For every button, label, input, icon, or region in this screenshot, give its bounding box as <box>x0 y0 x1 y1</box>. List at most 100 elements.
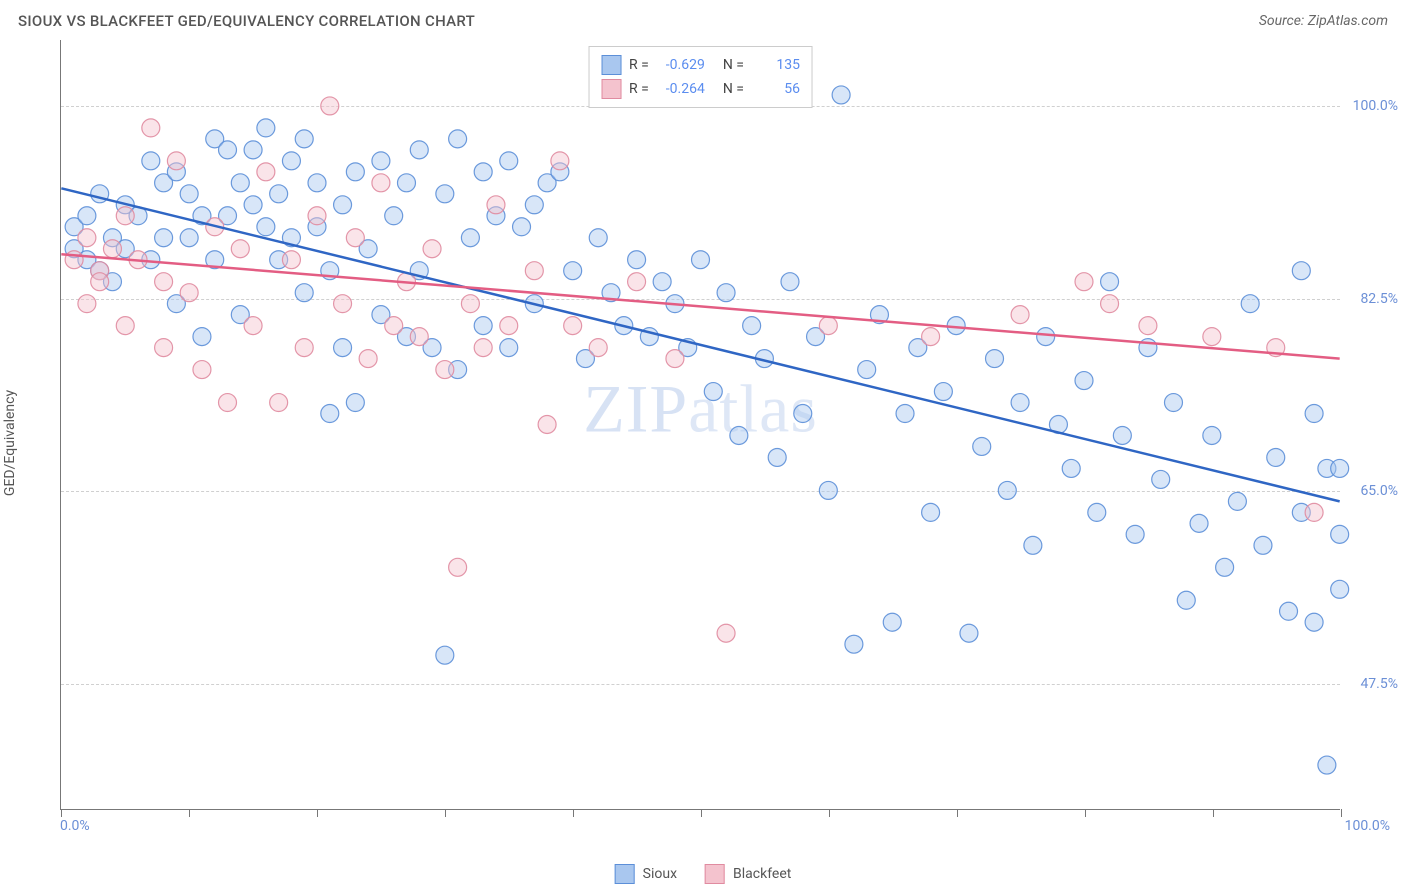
regression-legend: R = -0.629 N = 135 R = -0.264 N = 56 <box>588 46 813 108</box>
scatter-point <box>1203 328 1221 346</box>
scatter-point <box>372 174 390 192</box>
scatter-point <box>1190 514 1208 532</box>
scatter-point <box>896 405 914 423</box>
scatter-point <box>1254 536 1272 554</box>
scatter-point <box>219 141 237 159</box>
scatter-point <box>653 273 671 291</box>
scatter-point <box>1280 602 1298 620</box>
scatter-point <box>129 251 147 269</box>
plot-area: ZIPatlas R = -0.629 N = 135 R = -0.264 N… <box>60 40 1340 810</box>
scatter-point <box>692 251 710 269</box>
x-tick <box>1213 809 1214 817</box>
scatter-point <box>219 207 237 225</box>
y-tick-label: 47.5% <box>1360 676 1398 692</box>
scatter-point <box>423 339 441 357</box>
scatter-point <box>155 174 173 192</box>
x-tick <box>1085 809 1086 817</box>
scatter-point <box>1011 394 1029 412</box>
scatter-point <box>436 646 454 664</box>
scatter-point <box>65 251 83 269</box>
scatter-point <box>461 295 479 313</box>
scatter-point <box>461 229 479 247</box>
scatter-point <box>883 613 901 631</box>
scatter-point <box>244 317 262 335</box>
regression-line <box>61 188 1339 501</box>
scatter-point <box>640 328 658 346</box>
scatter-point <box>755 350 773 368</box>
scatter-point <box>270 394 288 412</box>
scatter-point <box>410 328 428 346</box>
scatter-point <box>78 295 96 313</box>
scatter-point <box>257 119 275 137</box>
scatter-point <box>103 240 121 258</box>
x-tick <box>61 809 62 817</box>
scatter-point <box>129 207 147 225</box>
gridline <box>61 299 1340 300</box>
scatter-point <box>500 317 518 335</box>
scatter-point <box>1318 756 1336 774</box>
scatter-point <box>116 240 134 258</box>
scatter-point <box>244 196 262 214</box>
scatter-point <box>551 163 569 181</box>
n-label: N = <box>723 57 744 73</box>
scatter-point <box>807 328 825 346</box>
scatter-point <box>116 196 134 214</box>
scatter-point <box>78 229 96 247</box>
x-tick <box>317 809 318 817</box>
scatter-point <box>372 306 390 324</box>
scatter-point <box>1101 273 1119 291</box>
scatter-point <box>1203 426 1221 444</box>
scatter-point <box>282 251 300 269</box>
scatter-point <box>513 218 531 236</box>
scatter-point <box>334 339 352 357</box>
scatter-point <box>397 174 415 192</box>
scatter-point <box>922 328 940 346</box>
scatter-point <box>436 185 454 203</box>
gridline <box>61 491 1340 492</box>
scatter-point <box>423 240 441 258</box>
scatter-point <box>282 152 300 170</box>
scatter-point <box>308 174 326 192</box>
scatter-point <box>257 218 275 236</box>
scatter-point <box>270 185 288 203</box>
gridline <box>61 684 1340 685</box>
scatter-point <box>973 437 991 455</box>
y-axis-label: GED/Equivalency <box>2 390 18 496</box>
scatter-point <box>1011 306 1029 324</box>
scatter-point <box>321 405 339 423</box>
scatter-point <box>282 229 300 247</box>
scatter-point <box>487 196 505 214</box>
scatter-point <box>206 218 224 236</box>
scatter-point <box>206 251 224 269</box>
scatter-point <box>167 152 185 170</box>
scatter-point <box>193 207 211 225</box>
scatter-point <box>947 317 965 335</box>
x-tick <box>1341 809 1342 817</box>
scatter-point <box>525 196 543 214</box>
scatter-point <box>845 635 863 653</box>
scatter-point <box>474 317 492 335</box>
scatter-point <box>334 196 352 214</box>
scatter-point <box>1305 503 1323 521</box>
scatter-point <box>180 229 198 247</box>
scatter-point <box>1331 525 1349 543</box>
legend-label-blackfeet: Blackfeet <box>733 866 791 882</box>
scatter-point <box>1075 273 1093 291</box>
scatter-point <box>1305 613 1323 631</box>
x-tick <box>573 809 574 817</box>
series-legend: Sioux Blackfeet <box>615 864 792 884</box>
scatter-point <box>474 163 492 181</box>
scatter-point <box>1101 295 1119 313</box>
scatter-point <box>206 130 224 148</box>
plot-svg <box>61 40 1340 809</box>
scatter-point <box>1228 492 1246 510</box>
scatter-point <box>1075 372 1093 390</box>
scatter-point <box>193 361 211 379</box>
scatter-point <box>589 339 607 357</box>
legend-row-sioux: R = -0.629 N = 135 <box>601 53 800 77</box>
scatter-point <box>346 394 364 412</box>
scatter-point <box>1164 394 1182 412</box>
scatter-point <box>1241 295 1259 313</box>
scatter-point <box>180 185 198 203</box>
scatter-point <box>1267 339 1285 357</box>
